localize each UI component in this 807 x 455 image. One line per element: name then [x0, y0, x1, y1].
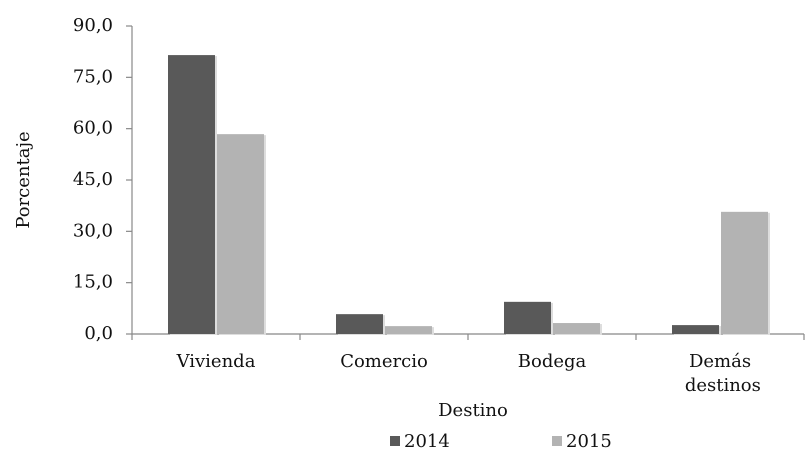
- bar: [217, 134, 264, 334]
- y-tick-label: 45,0: [73, 169, 113, 190]
- legend-label: 2015: [566, 431, 612, 452]
- x-tick-label: Bodega: [518, 351, 587, 372]
- y-tick-label: 30,0: [73, 220, 113, 241]
- bar: [168, 55, 215, 334]
- bar: [672, 325, 719, 334]
- y-tick-label: 90,0: [73, 15, 113, 36]
- bar: [721, 211, 768, 334]
- x-tick-label: Vivienda: [176, 351, 256, 372]
- y-tick-label: 0,0: [84, 323, 113, 344]
- bar: [385, 326, 432, 334]
- y-tick-label: 75,0: [73, 66, 113, 87]
- x-axis-label: Destino: [438, 400, 508, 421]
- bar: [336, 314, 383, 334]
- bar: [504, 301, 551, 334]
- y-axis-label: Porcentaje: [13, 131, 34, 228]
- legend-swatch: [552, 436, 562, 446]
- y-tick-label: 60,0: [73, 118, 113, 139]
- x-tick-label: Comercio: [340, 351, 428, 372]
- legend-swatch: [390, 436, 400, 446]
- y-tick-label: 15,0: [73, 272, 113, 293]
- bar: [553, 323, 600, 334]
- x-tick-label: Demás destinos: [679, 351, 761, 396]
- legend-label: 2014: [404, 431, 450, 452]
